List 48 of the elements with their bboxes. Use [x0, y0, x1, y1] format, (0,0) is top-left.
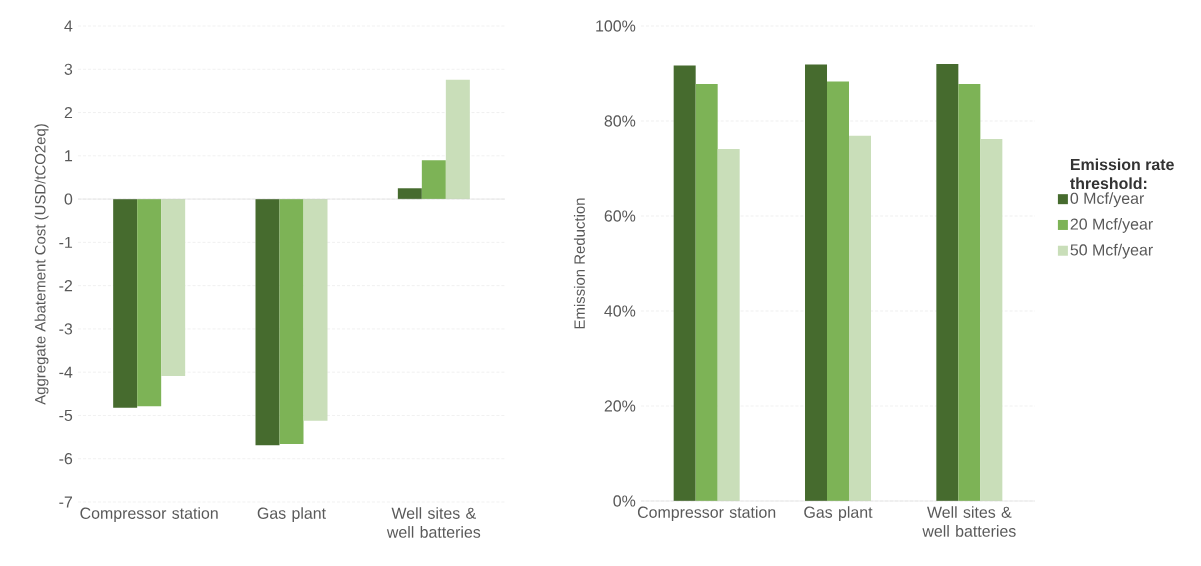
bar	[421, 160, 446, 200]
legend-label: 50 Mcf/year	[1070, 243, 1153, 259]
y-tick-label: 80%	[604, 115, 636, 127]
x-tick-label: Well sites & well batteries	[386, 507, 481, 538]
y-tick-label: 4	[64, 20, 73, 32]
y-tick-label: 0%	[613, 495, 636, 507]
x-tick-label: Compressor station	[80, 507, 218, 523]
bar	[161, 199, 186, 377]
y-tick-label: 0	[64, 193, 73, 205]
y-tick-label: -3	[59, 323, 73, 335]
bar	[827, 81, 850, 501]
bar	[113, 199, 138, 408]
x-tick-label: Gas plant	[257, 507, 326, 523]
x-tick-label: Compressor station	[637, 506, 776, 522]
y-tick-label: 2	[64, 106, 73, 119]
bar	[958, 83, 981, 501]
legend-label: 0 Mcf/year	[1070, 192, 1145, 208]
bar	[137, 199, 162, 407]
bar	[695, 83, 718, 501]
bar	[445, 79, 470, 200]
y-tick-label: -5	[59, 409, 73, 422]
bar	[980, 139, 1003, 501]
y-tick-label: 1	[65, 150, 73, 162]
y-tick-label: -1	[59, 236, 73, 248]
legend-label: 20 Mcf/year	[1070, 218, 1153, 233]
y-tick-label: 20%	[604, 400, 636, 412]
x-tick-label: Gas plant	[804, 506, 873, 522]
bar	[805, 64, 828, 501]
y-tick-label: 3	[64, 63, 73, 75]
y-tick-label: -7	[59, 496, 73, 508]
bar	[936, 64, 959, 501]
y-tick-label: -6	[59, 453, 73, 465]
bar	[279, 199, 304, 445]
bar	[397, 188, 422, 200]
y-tick-label: -4	[59, 366, 73, 378]
bar	[255, 199, 280, 446]
bar	[303, 199, 328, 421]
y-axis-title: Emission Reduction	[573, 198, 585, 329]
bar	[849, 135, 872, 501]
y-tick-label: 40%	[604, 305, 636, 317]
y-tick-label: 60%	[604, 210, 636, 222]
y-tick-label: 100%	[596, 20, 636, 32]
legend-title: Emission rate threshold:	[1070, 158, 1174, 190]
y-tick-label: -2	[59, 280, 73, 292]
bar	[673, 65, 696, 501]
x-tick-label: Well sites & well batteries	[922, 506, 1016, 537]
y-axis-title: Aggregate Abatement Cost (USD/tCO2eq)	[34, 124, 49, 405]
bar	[717, 149, 740, 501]
